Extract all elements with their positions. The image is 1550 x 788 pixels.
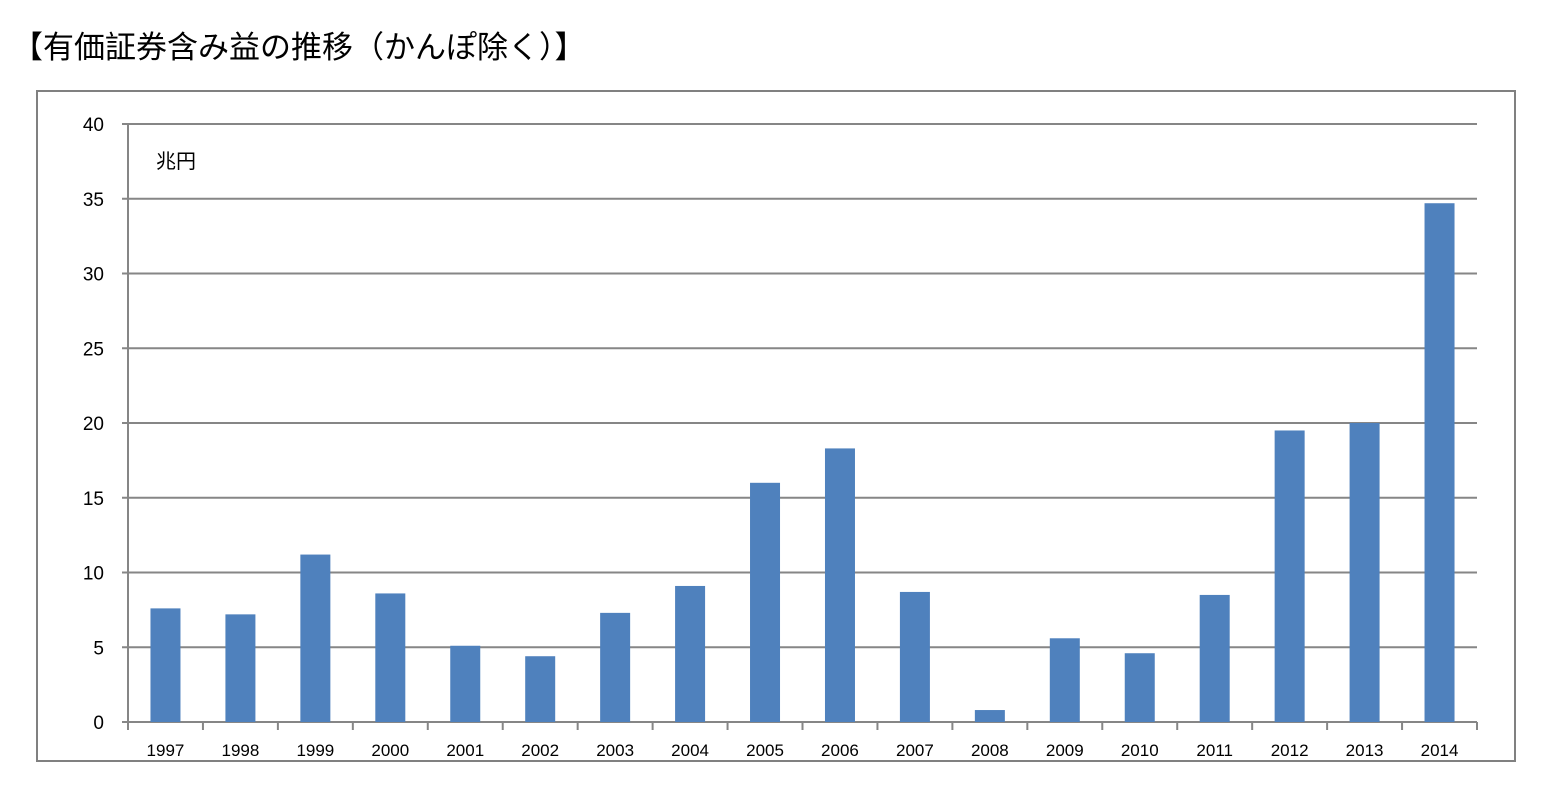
x-tick-label: 2006 bbox=[821, 741, 859, 760]
x-tick-label: 2012 bbox=[1271, 741, 1309, 760]
bar bbox=[824, 448, 855, 722]
bar bbox=[300, 554, 331, 722]
y-tick-label: 25 bbox=[83, 339, 104, 360]
unit-label: 兆円 bbox=[156, 149, 196, 173]
bar bbox=[899, 591, 930, 722]
bar bbox=[750, 482, 781, 722]
x-tick-label: 2004 bbox=[671, 741, 709, 760]
y-tick-label: 30 bbox=[83, 265, 104, 286]
x-tick-label: 2007 bbox=[896, 741, 934, 760]
bar bbox=[450, 645, 481, 722]
y-tick-label: 35 bbox=[83, 190, 104, 211]
x-tick-label: 2005 bbox=[746, 741, 784, 760]
y-tick-label: 10 bbox=[83, 564, 104, 585]
bar bbox=[1124, 653, 1155, 722]
x-tick-label: 1998 bbox=[222, 741, 260, 760]
x-tick-label: 2010 bbox=[1121, 741, 1159, 760]
bar bbox=[525, 656, 556, 722]
x-tick-label: 2002 bbox=[521, 741, 559, 760]
x-tick-label: 2011 bbox=[1196, 741, 1233, 760]
bar bbox=[1424, 203, 1455, 723]
bar bbox=[974, 710, 1005, 722]
x-tick-label: 2001 bbox=[446, 741, 484, 760]
y-tick-label: 20 bbox=[83, 414, 104, 435]
bar bbox=[1274, 430, 1305, 722]
x-tick-label: 2014 bbox=[1421, 741, 1459, 760]
y-tick-label: 5 bbox=[93, 638, 104, 659]
bar bbox=[375, 593, 406, 722]
bar bbox=[1199, 594, 1230, 722]
y-tick-label: 0 bbox=[93, 713, 104, 734]
x-tick-label: 2013 bbox=[1346, 741, 1384, 760]
x-tick-label: 2008 bbox=[971, 741, 1009, 760]
chart-frame bbox=[36, 90, 1516, 762]
x-tick-label: 2003 bbox=[596, 741, 634, 760]
bar bbox=[1049, 638, 1080, 722]
bar bbox=[600, 612, 631, 722]
x-tick-label: 1997 bbox=[147, 741, 185, 760]
x-tick-label: 2000 bbox=[371, 741, 409, 760]
bar bbox=[225, 614, 256, 722]
bar bbox=[1349, 423, 1380, 722]
y-tick-label: 40 bbox=[83, 115, 104, 136]
y-tick-label: 15 bbox=[83, 489, 104, 510]
bar bbox=[150, 608, 181, 722]
x-tick-label: 2009 bbox=[1046, 741, 1084, 760]
bar bbox=[675, 585, 706, 722]
x-tick-label: 1999 bbox=[296, 741, 334, 760]
page-title: 【有価証券含み益の推移（かんぽ除く）】 bbox=[12, 30, 586, 66]
